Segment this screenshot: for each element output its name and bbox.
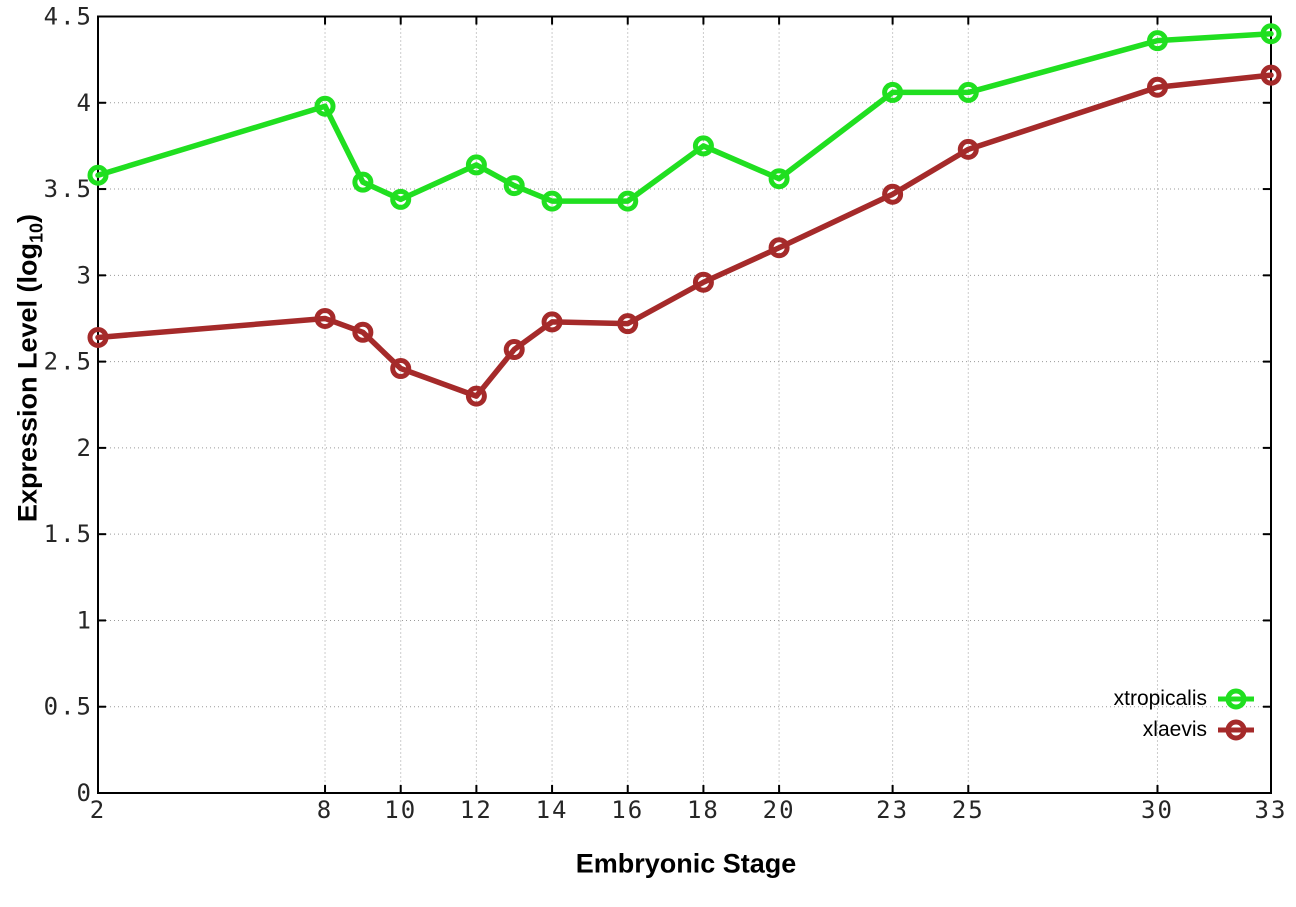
data-point-xtropicalis-stage-30 — [1146, 30, 1168, 52]
y-tick-label: 2 — [77, 434, 93, 462]
x-tick-label: 14 — [536, 796, 569, 824]
data-point-xtropicalis-stage-12 — [465, 154, 487, 176]
legend-item-xlaevis: xlaevis — [1143, 717, 1255, 743]
legend-label-xlaevis: xlaevis — [1142, 718, 1207, 741]
legend-label-xtropicalis: xtropicalis — [1113, 687, 1207, 710]
data-point-xtropicalis-stage-20 — [768, 168, 790, 190]
y-tick-label: 4 — [77, 89, 93, 117]
x-tick-label: 23 — [876, 796, 909, 824]
data-point-xlaevis-stage-2 — [87, 326, 109, 348]
y-tick-label: 2.5 — [44, 348, 93, 376]
x-tick-label: 25 — [952, 796, 985, 824]
data-point-xtropicalis-stage-14 — [541, 190, 563, 212]
y-tick-label: 4.5 — [44, 3, 93, 31]
data-point-xtropicalis-stage-23 — [882, 81, 904, 103]
data-point-xlaevis-stage-23 — [882, 183, 904, 205]
data-point-xtropicalis-stage-13 — [503, 175, 525, 197]
x-tick-label: 30 — [1141, 796, 1174, 824]
y-tick-label: 3 — [77, 261, 93, 289]
data-point-xlaevis-stage-13 — [503, 339, 525, 361]
x-tick-label: 16 — [611, 796, 644, 824]
data-point-xtropicalis-stage-10 — [390, 188, 412, 210]
data-point-xlaevis-stage-20 — [768, 237, 790, 259]
x-tick-label: 8 — [317, 796, 333, 824]
data-point-xlaevis-stage-33 — [1260, 64, 1282, 86]
data-point-xlaevis-stage-30 — [1146, 76, 1168, 98]
y-tick-label: 0.5 — [44, 693, 93, 721]
y-axis-title-suffix: ) — [12, 213, 43, 223]
x-tick-label: 20 — [763, 796, 796, 824]
data-point-xlaevis-stage-8 — [314, 307, 336, 329]
x-axis-title: Embryonic Stage — [575, 848, 797, 879]
data-point-xtropicalis-stage-8 — [314, 95, 336, 117]
data-point-xtropicalis-stage-2 — [87, 164, 109, 186]
data-point-xtropicalis-stage-18 — [692, 135, 714, 157]
data-point-xtropicalis-stage-16 — [617, 190, 639, 212]
legend-marker-xlaevis — [1218, 719, 1254, 741]
data-point-xlaevis-stage-18 — [692, 271, 714, 293]
y-tick-label: 1.5 — [44, 520, 93, 548]
data-point-xlaevis-stage-16 — [617, 313, 639, 335]
y-tick-label: 1 — [77, 606, 93, 634]
data-point-xtropicalis-stage-33 — [1260, 23, 1282, 45]
legend-item-xtropicalis: xtropicalis — [1114, 686, 1255, 712]
data-point-xtropicalis-stage-9 — [352, 171, 374, 193]
data-point-xlaevis-stage-9 — [352, 321, 374, 343]
y-axis-title-text: Expression Level (log — [12, 242, 43, 523]
data-point-xlaevis-stage-14 — [541, 311, 563, 333]
x-tick-label: 10 — [384, 796, 417, 824]
y-axis-title: Expression Level (log10) — [12, 214, 47, 522]
data-point-xtropicalis-stage-25 — [957, 81, 979, 103]
x-tick-label: 2 — [90, 796, 106, 824]
x-tick-label: 33 — [1255, 796, 1288, 824]
x-tick-label: 18 — [687, 796, 720, 824]
data-point-xlaevis-stage-12 — [465, 385, 487, 407]
legend-marker-xtropicalis — [1218, 688, 1254, 710]
y-tick-label: 0 — [77, 779, 93, 807]
series-line-xtropicalis — [95, 31, 1274, 204]
y-tick-label: 3.5 — [44, 175, 93, 203]
x-tick-label: 12 — [460, 796, 493, 824]
legend: xtropicalis xlaevis — [1114, 686, 1255, 743]
data-point-xlaevis-stage-10 — [390, 358, 412, 380]
plot-border — [97, 15, 1272, 794]
data-point-xlaevis-stage-25 — [957, 138, 979, 160]
y-axis-title-subscript: 10 — [26, 222, 47, 243]
